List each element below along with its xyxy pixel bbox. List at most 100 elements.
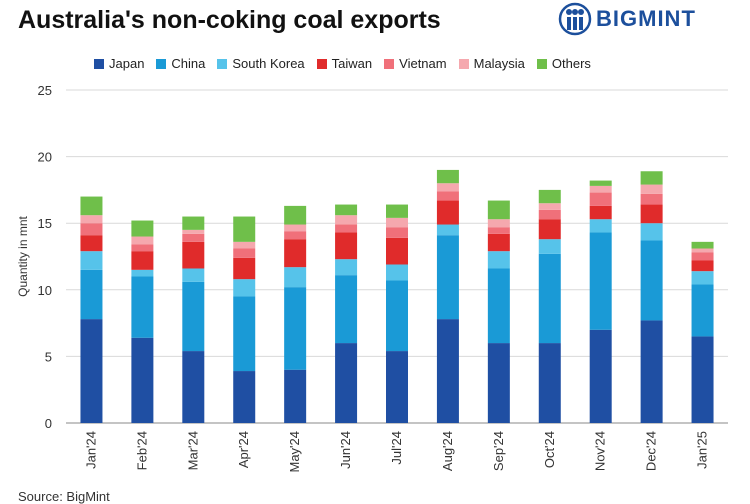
bar-segment-taiwan — [131, 251, 154, 270]
x-tick-label: Nov'24 — [593, 431, 608, 471]
bar-segment-vietnam — [487, 227, 510, 234]
y-tick-label: 5 — [45, 349, 52, 364]
bar-segment-vietnam — [80, 223, 103, 236]
bar-segment-vietnam — [640, 193, 663, 205]
x-tick-label: Feb'24 — [134, 431, 149, 470]
bar-segment-malaysia — [436, 183, 459, 192]
x-tick-label: Jun'24 — [338, 431, 353, 469]
bar-segment-others — [80, 196, 103, 216]
x-tick-label: Oct'24 — [542, 431, 557, 468]
bar-segment-vietnam — [691, 252, 714, 261]
bar-segment-others — [436, 169, 459, 184]
bar-segment-malaysia — [233, 241, 256, 249]
bar-segment-vietnam — [436, 191, 459, 201]
bar-segment-taiwan — [80, 235, 103, 252]
bar-segment-malaysia — [284, 224, 307, 232]
bar-segment-china — [131, 276, 154, 338]
bar-segment-taiwan — [386, 237, 408, 265]
x-tick-label: May'24 — [287, 431, 302, 473]
bar-segment-taiwan — [284, 239, 307, 268]
bar-segment-japan — [386, 351, 408, 423]
bar-segment-vietnam — [538, 209, 561, 220]
bar-segment-china — [589, 232, 612, 330]
legend-item-malaysia: Malaysia — [458, 56, 525, 71]
x-tick-label: Jul'24 — [389, 431, 404, 465]
bar-segment-china — [691, 284, 714, 337]
chart-legend: Japan China South Korea Taiwan Vietnam Malays… — [94, 56, 591, 71]
bar-segment-taiwan — [589, 205, 612, 220]
bar-segment-malaysia — [640, 184, 663, 194]
bar-segment-taiwan — [691, 260, 714, 272]
x-tick-label: Jan'24 — [83, 431, 98, 469]
y-tick-label: 10 — [38, 283, 52, 298]
bar-segment-vietnam — [182, 233, 205, 242]
bar-segment-others — [335, 204, 358, 216]
bar-segment-japan — [436, 319, 459, 423]
legend-label: South Korea — [232, 56, 305, 71]
bar-segment-china — [436, 235, 459, 320]
bar-segment-others — [487, 200, 510, 220]
legend-label: Japan — [109, 56, 145, 71]
bar-segment-japan — [284, 369, 307, 423]
bar-segment-vietnam — [131, 244, 154, 252]
legend-item-south-korea: South Korea — [217, 56, 305, 71]
bar-segment-malaysia — [131, 236, 154, 245]
bar-segment-others — [131, 220, 154, 237]
legend-label: Others — [551, 56, 591, 71]
bar-segment-south-korea — [182, 268, 205, 282]
bar-segment-japan — [182, 351, 205, 423]
bar-segment-others — [233, 216, 256, 242]
legend-swatch — [316, 58, 327, 69]
y-tick-label: 15 — [38, 216, 52, 231]
bar-segment-others — [182, 216, 205, 230]
bar-segment-taiwan — [538, 219, 561, 240]
legend-item-china: China — [156, 56, 205, 71]
bar-segment-south-korea — [284, 267, 307, 288]
bar-segment-south-korea — [640, 223, 663, 241]
bar-segment-south-korea — [131, 269, 154, 277]
bar-segment-japan — [80, 319, 103, 423]
bar-segment-taiwan — [233, 257, 256, 280]
bar-segment-china — [284, 287, 307, 370]
y-tick-label: 25 — [38, 83, 52, 98]
bar-segment-south-korea — [487, 251, 510, 269]
bar-segment-malaysia — [691, 248, 714, 253]
bar-segment-malaysia — [386, 217, 408, 228]
x-tick-label: Sep'24 — [491, 431, 506, 471]
bar-segment-japan — [640, 320, 663, 423]
legend-swatch — [156, 58, 167, 69]
legend-label: Vietnam — [399, 56, 447, 71]
brand-name: BIGMINT — [596, 6, 696, 31]
bar-segment-japan — [589, 329, 612, 423]
bar-segment-malaysia — [589, 185, 612, 193]
bar-segment-japan — [131, 337, 154, 423]
bar-segment-others — [640, 171, 663, 185]
bar-segment-japan — [233, 371, 256, 423]
legend-label: China — [171, 56, 206, 71]
bar-segment-south-korea — [589, 219, 612, 233]
bar-segment-china — [335, 275, 358, 344]
bar-segment-vietnam — [335, 224, 358, 233]
bar-segment-vietnam — [284, 231, 307, 240]
bar-segment-china — [233, 296, 256, 372]
bar-segment-china — [487, 268, 510, 344]
bar-segment-malaysia — [538, 203, 561, 210]
bar-segment-others — [589, 180, 612, 186]
bar-segment-china — [182, 281, 205, 352]
bar-segment-japan — [691, 336, 714, 423]
bar-segment-china — [386, 280, 408, 352]
bar-segment-south-korea — [538, 239, 561, 254]
bar-segment-south-korea — [691, 271, 714, 285]
x-tick-label: Mar'24 — [185, 431, 200, 470]
bar-segment-vietnam — [589, 192, 612, 206]
bar-segment-south-korea — [80, 251, 103, 270]
bar-segment-vietnam — [233, 248, 256, 258]
brand-logo: BIGMINT — [558, 2, 696, 36]
x-tick-label: Jan'25 — [695, 431, 710, 469]
bar-segment-south-korea — [386, 264, 408, 281]
bar-segment-malaysia — [335, 215, 358, 225]
bar-segment-south-korea — [335, 259, 358, 276]
bar-segment-china — [640, 240, 663, 321]
legend-swatch — [384, 58, 395, 69]
y-tick-label: 20 — [38, 150, 52, 165]
